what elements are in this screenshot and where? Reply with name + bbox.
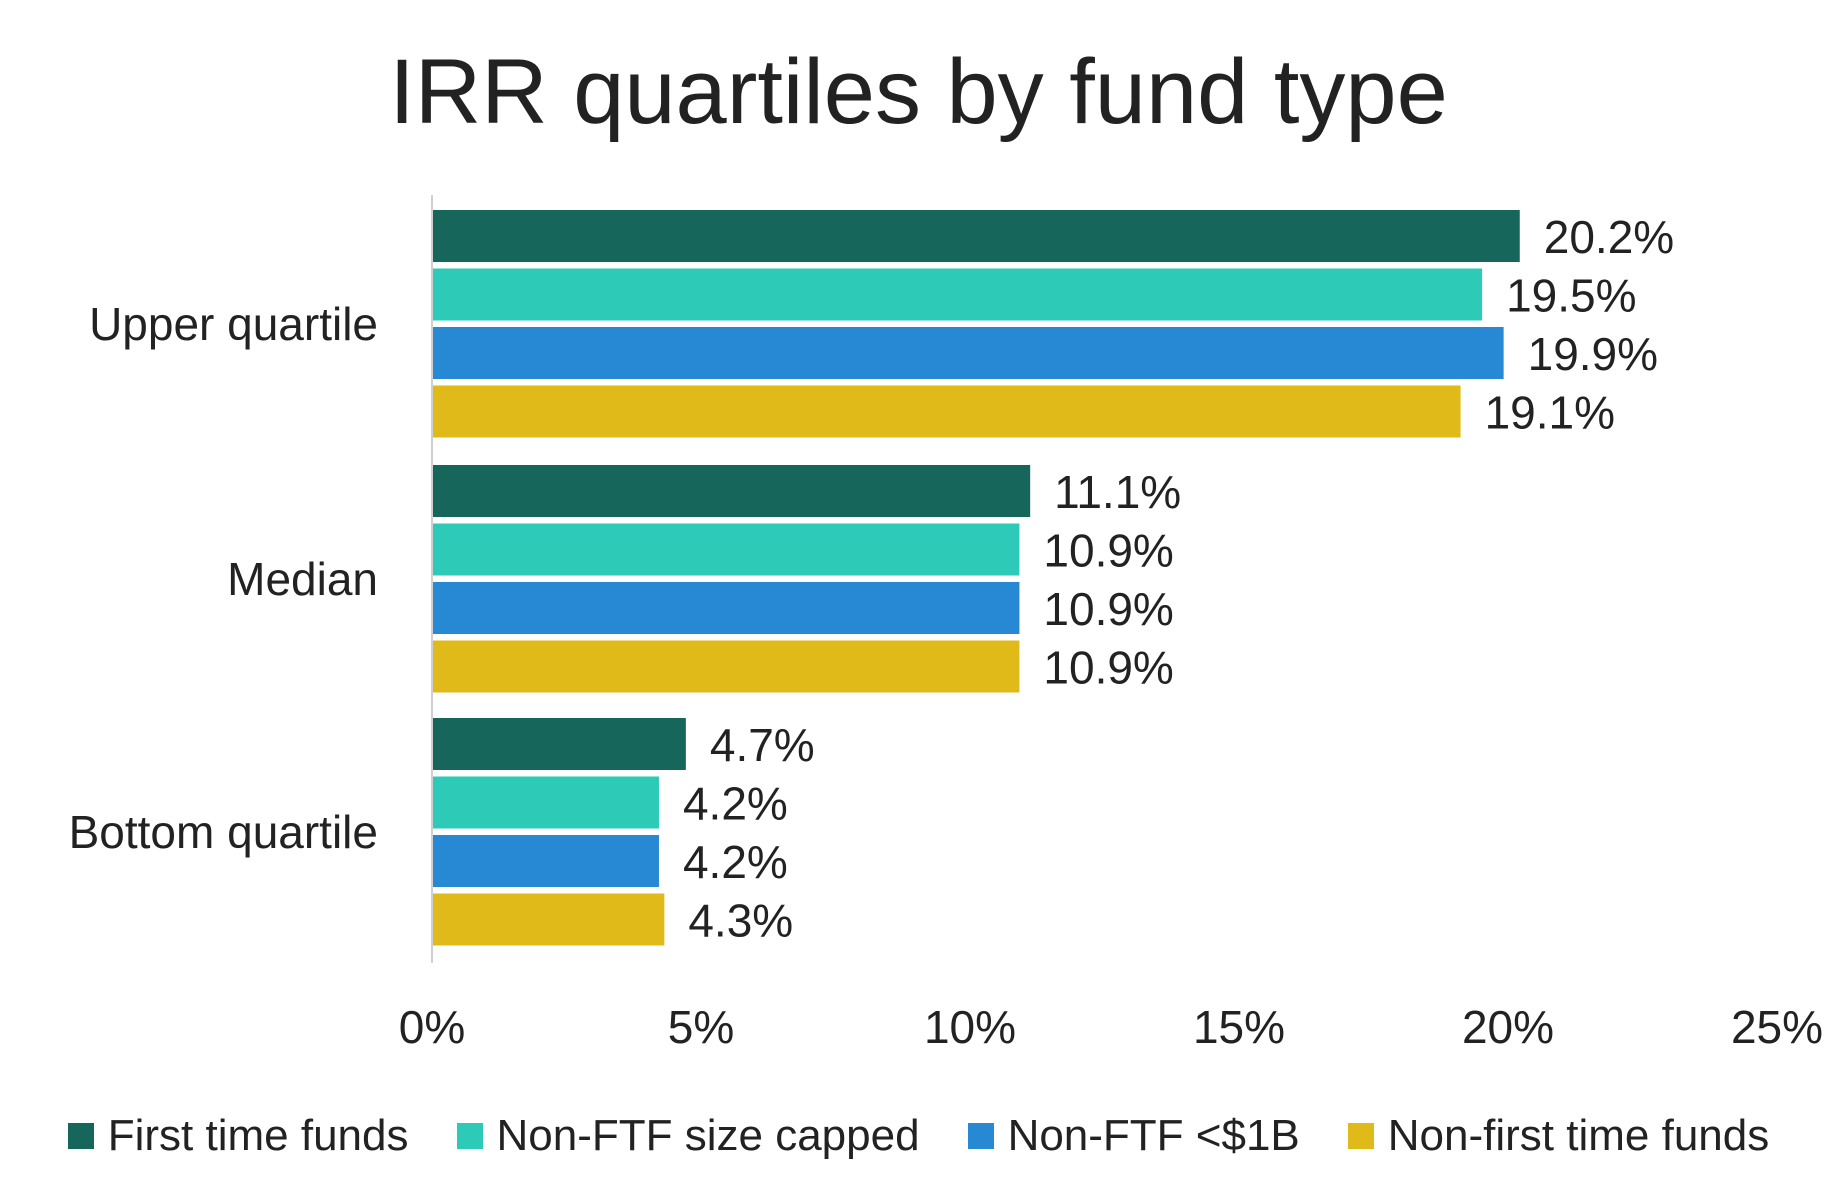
legend-item: Non-first time funds [1347, 1111, 1770, 1161]
data-label: 4.2% [683, 836, 788, 888]
bar [433, 835, 659, 887]
bar [433, 465, 1031, 517]
bar [433, 718, 686, 770]
x-tick-label: 10% [924, 1001, 1016, 1053]
legend-item: Non-FTF <$1B [967, 1111, 1300, 1161]
legend-label: Non-FTF size capped [496, 1111, 920, 1160]
x-tick-label: 0% [399, 1001, 465, 1053]
data-label: 11.1% [1054, 466, 1181, 518]
data-label: 10.9% [1043, 642, 1173, 694]
legend-item: First time funds [67, 1111, 409, 1161]
x-tick-label: 25% [1731, 1001, 1823, 1053]
data-label: 4.3% [688, 895, 793, 947]
bar [433, 523, 1020, 576]
legend-label: First time funds [107, 1111, 409, 1160]
data-label: 4.7% [710, 719, 815, 771]
bar [433, 893, 665, 946]
bar [433, 210, 1520, 262]
legend-swatch [1347, 1123, 1374, 1149]
category-label: Upper quartile [89, 298, 378, 350]
data-label: 19.1% [1485, 387, 1615, 439]
bar [433, 385, 1461, 438]
data-label: 20.2% [1544, 211, 1674, 263]
legend-swatch [967, 1123, 994, 1149]
legend-swatch [456, 1123, 483, 1149]
data-label: 19.5% [1506, 270, 1636, 322]
data-label: 10.9% [1043, 583, 1173, 635]
legend-label: Non-first time funds [1387, 1111, 1770, 1160]
legend-item: Non-FTF size capped [456, 1111, 920, 1161]
chart-title: IRR quartiles by fund type [389, 41, 1448, 143]
chart-legend: First time funds Non-FTF size capped Non-F… [0, 1108, 1837, 1164]
legend-label: Non-FTF <$1B [1007, 1111, 1300, 1160]
bar [433, 640, 1020, 693]
data-label: 19.9% [1528, 328, 1658, 380]
data-label: 10.9% [1043, 525, 1173, 577]
legend-swatch [67, 1123, 94, 1149]
bar [433, 327, 1504, 379]
category-label: Bottom quartile [69, 806, 378, 858]
x-tick-label: 15% [1193, 1001, 1285, 1053]
category-label: Median [227, 553, 378, 605]
data-label: 4.2% [683, 778, 788, 830]
bar [433, 268, 1483, 321]
x-tick-label: 20% [1462, 1001, 1554, 1053]
bar [433, 776, 659, 829]
bar [433, 582, 1020, 634]
x-tick-label: 5% [668, 1001, 734, 1053]
